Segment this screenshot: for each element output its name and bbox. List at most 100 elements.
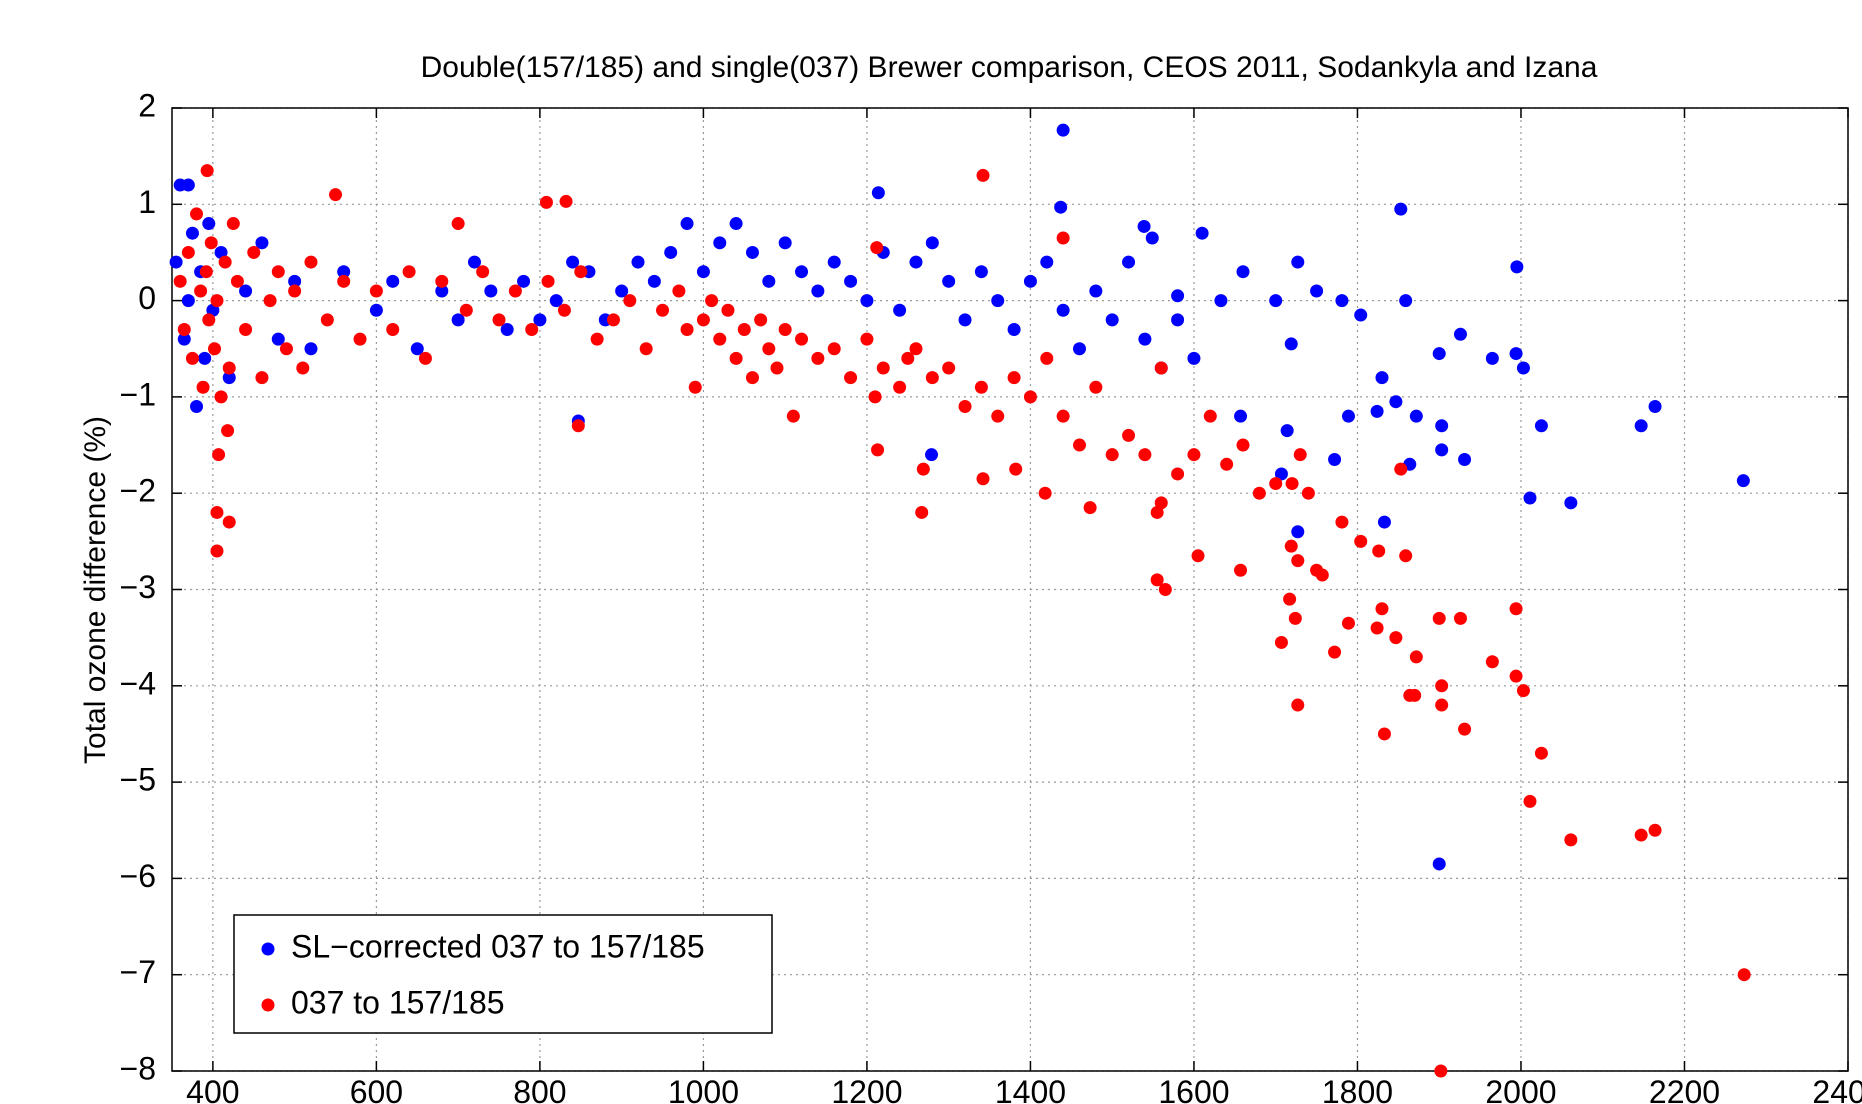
point xyxy=(664,245,678,259)
series-0 xyxy=(169,123,1750,871)
point xyxy=(1105,448,1119,462)
point xyxy=(1328,452,1342,466)
x-tick-label: 2000 xyxy=(1485,1074,1556,1104)
point xyxy=(1523,491,1537,505)
point xyxy=(1335,294,1349,308)
point xyxy=(492,313,506,327)
point xyxy=(214,390,228,404)
point xyxy=(974,265,988,279)
point xyxy=(631,255,645,269)
point xyxy=(239,322,253,336)
x-tick-label: 400 xyxy=(186,1074,239,1104)
point xyxy=(1534,746,1548,760)
point xyxy=(958,313,972,327)
point xyxy=(386,322,400,336)
point xyxy=(893,303,907,317)
point xyxy=(976,472,990,486)
y-tick-label: −7 xyxy=(120,954,156,990)
point xyxy=(1377,515,1391,529)
point xyxy=(811,284,825,298)
point xyxy=(210,505,224,519)
point xyxy=(745,371,759,385)
point xyxy=(656,303,670,317)
point xyxy=(1089,380,1103,394)
point xyxy=(827,342,841,356)
point xyxy=(860,294,874,308)
point xyxy=(1509,669,1523,683)
point xyxy=(976,168,990,182)
point xyxy=(1737,968,1751,982)
point xyxy=(1354,308,1368,322)
legend-box xyxy=(233,914,773,1034)
point xyxy=(871,186,885,200)
point xyxy=(247,245,261,259)
point xyxy=(721,303,735,317)
point xyxy=(435,274,449,288)
point xyxy=(1510,260,1524,274)
point xyxy=(1203,409,1217,423)
point xyxy=(1038,486,1052,500)
x-tick-label: 2200 xyxy=(1649,1074,1720,1104)
point xyxy=(1736,474,1750,488)
point xyxy=(786,409,800,423)
point xyxy=(729,351,743,365)
point xyxy=(1315,568,1329,582)
point xyxy=(212,448,226,462)
point xyxy=(680,217,694,231)
point xyxy=(1458,722,1472,736)
y-tick-label: −3 xyxy=(120,569,156,605)
point xyxy=(1435,443,1449,457)
point xyxy=(459,303,473,317)
point xyxy=(271,332,285,346)
point xyxy=(255,371,269,385)
point xyxy=(539,195,553,209)
point xyxy=(909,342,923,356)
point xyxy=(190,400,204,414)
point xyxy=(1056,409,1070,423)
point xyxy=(680,322,694,336)
point xyxy=(991,409,1005,423)
point xyxy=(467,255,481,269)
point xyxy=(1171,289,1185,303)
point xyxy=(871,443,885,457)
point xyxy=(304,342,318,356)
point xyxy=(304,255,318,269)
point xyxy=(410,342,424,356)
point xyxy=(1648,823,1662,837)
point xyxy=(942,361,956,375)
point xyxy=(199,265,213,279)
point xyxy=(1301,486,1315,500)
point xyxy=(615,284,629,298)
point xyxy=(916,462,930,476)
point xyxy=(239,284,253,298)
point xyxy=(1375,602,1389,616)
point xyxy=(639,342,653,356)
point xyxy=(1389,631,1403,645)
point xyxy=(1434,1064,1448,1078)
point xyxy=(1009,462,1023,476)
point xyxy=(476,265,490,279)
point xyxy=(386,274,400,288)
point xyxy=(549,294,563,308)
point xyxy=(1291,698,1305,712)
point xyxy=(221,424,235,438)
point xyxy=(255,236,269,250)
point xyxy=(222,371,236,385)
point xyxy=(1236,438,1250,452)
point xyxy=(1023,274,1037,288)
point xyxy=(1648,400,1662,414)
y-axis-label: Total ozone difference (%) xyxy=(79,416,112,764)
point xyxy=(329,188,343,202)
point xyxy=(320,313,334,327)
point xyxy=(1220,457,1234,471)
point xyxy=(1634,419,1648,433)
point xyxy=(402,265,416,279)
point xyxy=(1370,621,1384,635)
point xyxy=(1293,448,1307,462)
point xyxy=(226,217,240,231)
point xyxy=(337,274,351,288)
point xyxy=(958,400,972,414)
point xyxy=(1399,549,1413,563)
y-tick-label: 2 xyxy=(138,87,156,123)
